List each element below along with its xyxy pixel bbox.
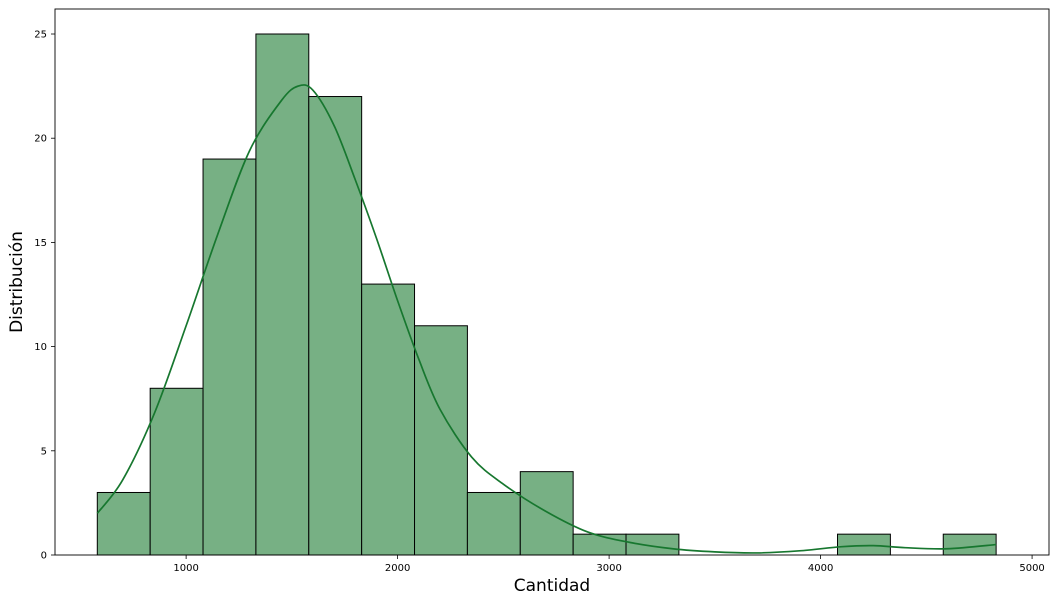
histogram-bars	[96, 33, 997, 556]
histogram-bar-1	[149, 387, 204, 556]
x-axis-ticks: 1000 2000 3000 4000 5000	[173, 555, 1045, 574]
y-axis-ticks: 0 5 10 15 20 25	[34, 30, 55, 562]
y-axis-label: Distribución	[7, 231, 27, 333]
histogram-bar-14	[837, 533, 891, 556]
y-tick-label: 5	[41, 446, 47, 457]
histogram-bar-9	[572, 533, 627, 556]
kde-curve	[96, 84, 997, 554]
y-tick-label: 20	[34, 134, 47, 145]
x-tick-label: 1000	[173, 563, 198, 574]
y-tick-label: 10	[34, 342, 47, 353]
x-tick-label: 2000	[385, 563, 410, 574]
y-tick-label: 15	[34, 238, 47, 249]
histogram-bar-2	[202, 158, 257, 556]
plot-frame	[54, 8, 1050, 556]
histogram-bar-3	[255, 33, 310, 556]
y-tick-label: 0	[41, 551, 47, 562]
histogram-bar-10	[625, 533, 680, 556]
x-tick-label: 3000	[596, 563, 621, 574]
histogram-bar-8	[519, 471, 574, 556]
histogram-bar-5	[361, 283, 416, 556]
histogram-bar-7	[466, 491, 521, 556]
histogram-bar-4	[308, 96, 363, 556]
histogram-bar-0	[96, 491, 151, 556]
x-axis-label: Cantidad	[514, 576, 590, 596]
x-tick-label: 5000	[1019, 563, 1044, 574]
x-tick-label: 4000	[808, 563, 833, 574]
y-tick-label: 25	[34, 30, 47, 41]
